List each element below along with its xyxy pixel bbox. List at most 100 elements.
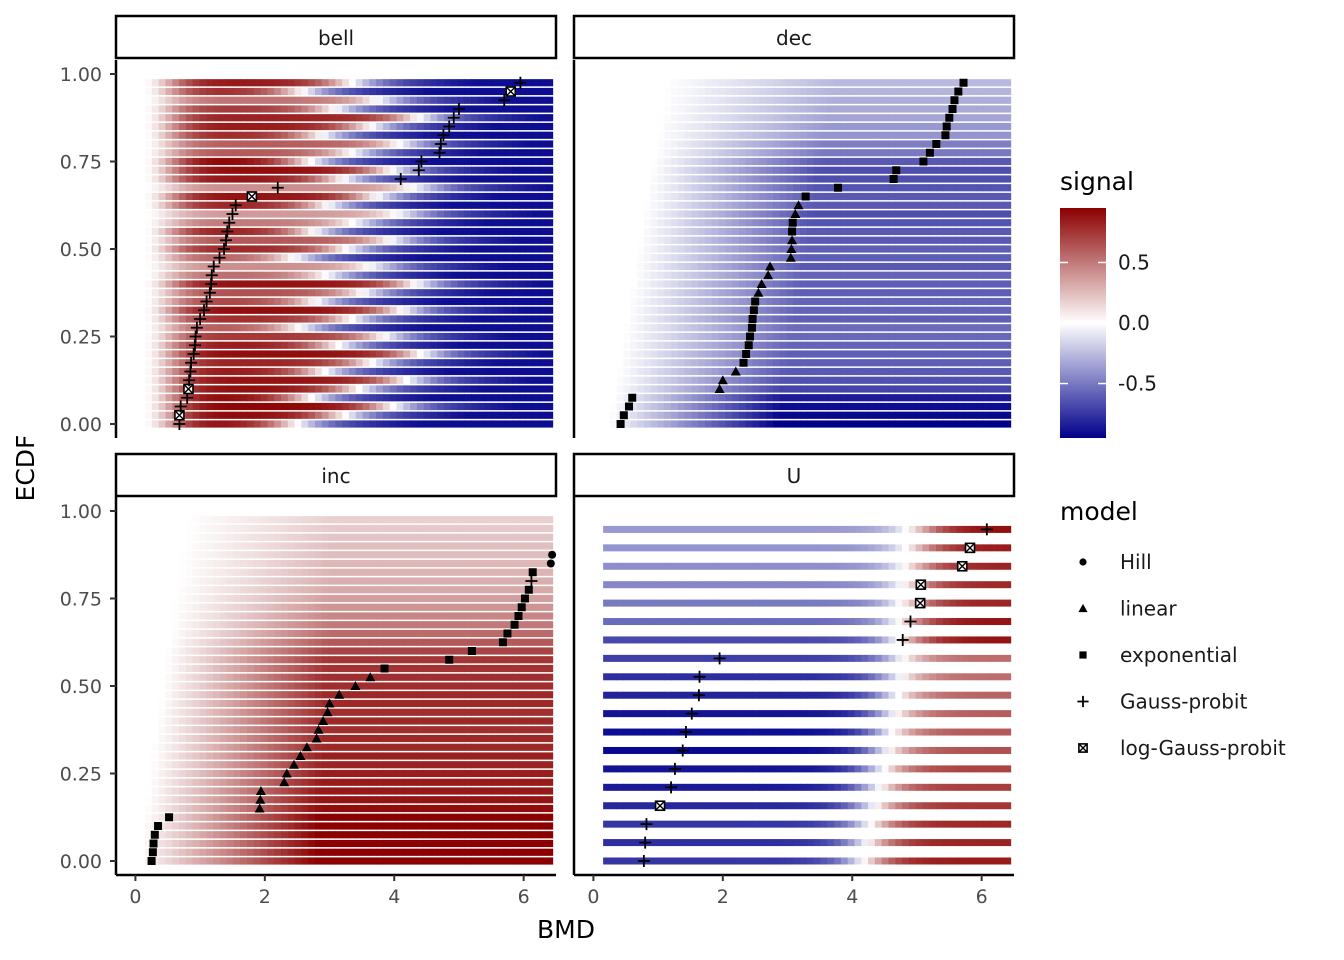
heatmap-cell <box>793 122 801 131</box>
heatmap-cell <box>416 87 425 96</box>
heatmap-cell <box>206 96 214 104</box>
heatmap-cell <box>637 245 645 253</box>
heatmap-cell <box>772 219 781 227</box>
heatmap-cell <box>369 315 377 323</box>
heatmap-cell <box>949 254 957 262</box>
heatmap-cell <box>512 341 520 349</box>
heatmap-cell <box>233 289 241 297</box>
heatmap-cell <box>240 122 248 131</box>
heatmap-cell <box>997 350 1005 358</box>
heatmap-cell <box>813 227 821 236</box>
heatmap-cell <box>179 350 187 358</box>
heatmap-cell <box>226 131 234 139</box>
bmd-points-dec <box>616 78 968 428</box>
heatmap-cell <box>603 297 611 306</box>
heatmap-cell <box>698 385 706 393</box>
heatmap-cell <box>179 245 187 253</box>
heatmap-cell <box>369 402 377 411</box>
heatmap-cell <box>274 201 282 209</box>
heatmap-cell <box>643 184 652 192</box>
heatmap-cell <box>301 157 309 166</box>
heatmap-cell <box>240 394 248 402</box>
heatmap-cell <box>464 367 472 376</box>
heatmap-cell <box>525 131 533 139</box>
heatmap-cell <box>718 79 726 87</box>
heatmap-cell <box>410 289 418 297</box>
facet-strip-dec: dec <box>572 14 1016 60</box>
heatmap-cell <box>301 315 309 323</box>
heatmap-cell <box>233 359 241 367</box>
heatmap-cell <box>698 420 706 428</box>
heatmap-cell <box>847 149 855 157</box>
heatmap-cell <box>525 122 533 131</box>
heatmap-cell <box>759 385 767 393</box>
heatmap-cell <box>718 192 726 201</box>
heatmap-cell <box>1003 201 1012 209</box>
heatmap-cell <box>301 385 309 393</box>
heatmap-cell <box>382 114 391 122</box>
heatmap-cell <box>1003 376 1012 384</box>
heatmap-cell <box>369 271 377 279</box>
heatmap-cell <box>766 385 774 393</box>
heatmap-cell <box>287 96 295 104</box>
heatmap-cell <box>308 306 316 314</box>
heatmap-cell <box>525 210 533 218</box>
heatmap-cell <box>793 166 801 174</box>
heatmap-cell <box>800 184 808 192</box>
heatmap-cell <box>382 289 391 297</box>
heatmap-cell <box>671 201 679 209</box>
heatmap-cell <box>888 315 896 323</box>
heatmap-cell <box>362 245 370 253</box>
heatmap-row <box>603 157 1012 166</box>
heatmap-cell <box>868 114 876 122</box>
heatmap-cell <box>389 157 397 166</box>
heatmap-cell <box>274 394 282 402</box>
heatmap-cell <box>976 166 984 174</box>
heatmap-cell <box>800 411 808 419</box>
heatmap-cell <box>718 96 726 104</box>
heatmap-cell <box>450 184 459 192</box>
heatmap-cell <box>294 411 302 419</box>
heatmap-cell <box>505 79 513 87</box>
heatmap-cell <box>888 131 896 139</box>
heatmap-cell <box>294 105 302 113</box>
heatmap-cell <box>321 236 329 244</box>
heatmap-cell <box>464 385 472 393</box>
heatmap-cell <box>963 236 971 244</box>
heatmap-cell <box>772 79 781 87</box>
heatmap-cell <box>525 201 533 209</box>
heatmap-cell <box>779 306 787 314</box>
heatmap-cell <box>820 157 828 166</box>
heatmap-cell <box>739 254 747 262</box>
heatmap-cell <box>970 271 978 279</box>
heatmap-cell <box>671 96 679 104</box>
heatmap-cell <box>314 236 323 244</box>
heatmap-cell <box>314 122 323 131</box>
heatmap-cell <box>539 175 547 183</box>
heatmap-cell <box>664 315 672 323</box>
heatmap-cell <box>328 122 336 131</box>
heatmap-cell <box>684 201 692 209</box>
heatmap-cell <box>213 376 221 384</box>
heatmap-cell <box>800 306 808 314</box>
heatmap-cell <box>342 262 350 271</box>
heatmap-cell <box>301 87 309 96</box>
heatmap-cell <box>922 219 930 227</box>
heatmap-cell <box>518 131 526 139</box>
heatmap-cell <box>650 87 658 96</box>
heatmap-cell <box>145 376 153 384</box>
heatmap-cell <box>240 236 248 244</box>
heatmap-cell <box>739 341 747 349</box>
heatmap-cell <box>609 114 618 122</box>
heatmap-cell <box>698 245 706 253</box>
heatmap-cell <box>369 359 377 367</box>
heatmap-cell <box>301 289 309 297</box>
heatmap-cell <box>671 166 679 174</box>
heatmap-cell <box>416 96 425 104</box>
heatmap-cell <box>813 131 821 139</box>
heatmap-cell <box>637 350 645 358</box>
heatmap-cell <box>512 420 520 428</box>
heatmap-cell <box>423 385 431 393</box>
heatmap-cell <box>267 157 275 166</box>
heatmap-cell <box>745 122 753 131</box>
